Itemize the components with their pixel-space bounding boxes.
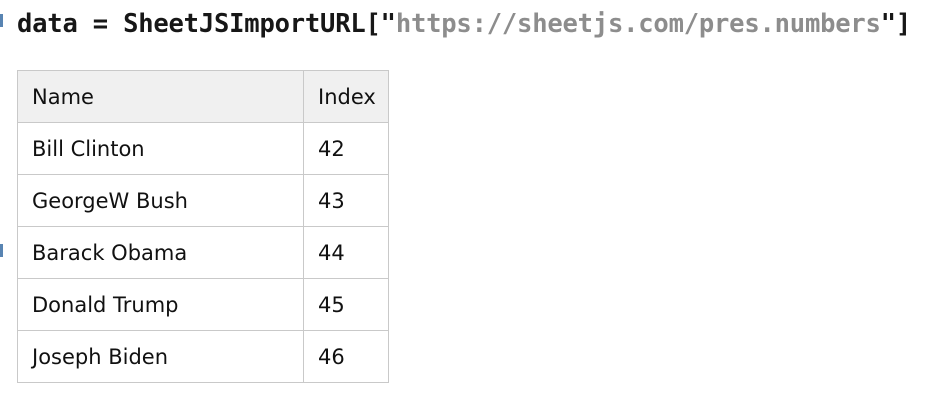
code-quote-close: " [880, 9, 896, 39]
table-row: Joseph Biden 46 [17, 330, 389, 383]
cell-name: GeorgeW Bush [17, 174, 304, 227]
column-header-index: Index [303, 70, 389, 123]
cell-index: 43 [303, 174, 389, 227]
code-input-line[interactable]: data = SheetJSImportURL["https://sheetjs… [17, 6, 911, 42]
cell-index: 42 [303, 122, 389, 175]
column-header-name: Name [17, 70, 304, 123]
notebook-prompt-marker-top [0, 14, 3, 27]
cell-name: Barack Obama [17, 226, 304, 279]
code-space [108, 9, 123, 39]
code-url-string: https://sheetjs.com/pres.numbers [395, 9, 881, 39]
code-equals-sign: = [92, 9, 108, 39]
table-row: GeorgeW Bush 43 [17, 174, 389, 227]
notebook-prompt-marker-bottom [0, 244, 3, 257]
code-variable-name: data [17, 9, 78, 39]
table-row: Barack Obama 44 [17, 226, 389, 279]
cell-index: 44 [303, 226, 389, 279]
table-header-row: Name Index [17, 70, 389, 123]
code-bracket-open: [ [365, 9, 381, 39]
cell-index: 45 [303, 278, 389, 331]
table-row: Donald Trump 45 [17, 278, 389, 331]
cell-name: Donald Trump [17, 278, 304, 331]
code-bracket-close: ] [895, 9, 912, 39]
cell-name: Bill Clinton [17, 122, 304, 175]
cell-index: 46 [303, 330, 389, 383]
table-row: Bill Clinton 42 [17, 122, 389, 175]
imported-data-table: Name Index Bill Clinton 42 GeorgeW Bush … [17, 70, 389, 383]
code-assign-operator [78, 9, 93, 39]
code-function-name: SheetJSImportURL [123, 9, 366, 39]
cell-name: Joseph Biden [17, 330, 304, 383]
code-quote-open: " [380, 9, 396, 39]
